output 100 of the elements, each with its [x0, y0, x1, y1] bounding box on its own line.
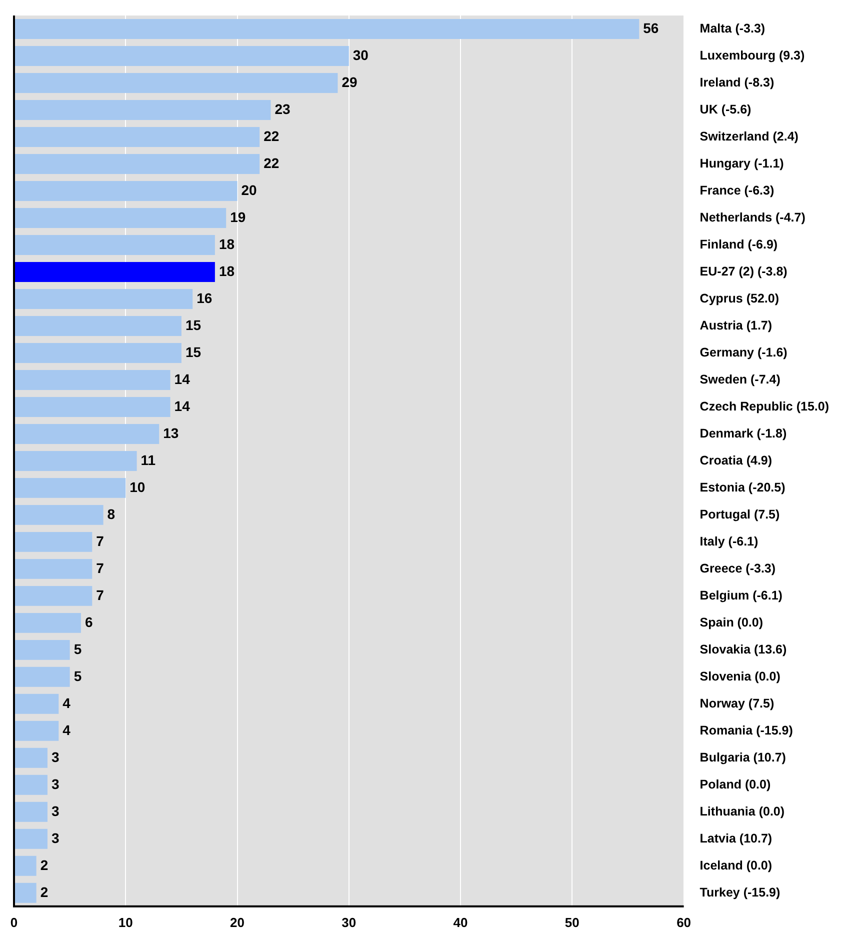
bar [14, 19, 640, 39]
data-label: 15 [185, 344, 202, 360]
data-label: 3 [51, 830, 60, 846]
x-tick-label: 60 [676, 914, 692, 930]
data-label: 10 [130, 478, 146, 495]
bar [14, 478, 126, 498]
bar [14, 424, 160, 444]
y-tick-label: Luxembourg (9.3) [700, 48, 805, 62]
data-label: 3 [51, 776, 60, 792]
y-tick-label: UK (-5.6) [700, 102, 752, 116]
y-tick-label: Bulgaria (10.7) [700, 750, 786, 764]
y-tick-label: Turkey (-15.9) [700, 885, 780, 900]
data-label: 5 [74, 668, 82, 684]
bar [14, 208, 226, 228]
y-tick-label: Germany (-1.6) [700, 345, 788, 360]
bar [14, 558, 92, 579]
data-label: 3 [51, 802, 60, 819]
bar [14, 504, 104, 525]
data-label: 15 [185, 316, 202, 333]
bar [14, 154, 260, 174]
bar [14, 73, 338, 93]
data-label: 6 [84, 614, 93, 630]
y-tick-label: Estonia (-20.5) [700, 480, 786, 494]
y-tick-label: Switzerland (2.4) [700, 129, 798, 144]
bar [14, 450, 137, 471]
y-tick-label: Greece (-3.3) [700, 561, 776, 576]
bar [14, 748, 48, 768]
bar [14, 720, 59, 741]
y-tick-label: Iceland (0.0) [700, 858, 772, 872]
y-tick-label: Denmark (-1.8) [700, 426, 787, 440]
data-label: 23 [274, 100, 291, 117]
data-label: 13 [163, 424, 179, 441]
y-tick-label: Slovenia (0.0) [700, 669, 780, 684]
y-tick-label: EU-27 (2) (-3.8) [700, 264, 788, 278]
x-tick-label: 10 [118, 914, 133, 930]
x-tick-label: 30 [342, 914, 356, 930]
data-label: 19 [230, 208, 246, 225]
y-tick-label: Ireland (-8.3) [700, 75, 774, 90]
bar [14, 180, 238, 201]
x-tick-label: 40 [453, 914, 468, 930]
data-label: 30 [352, 46, 369, 63]
y-tick-label: Romania (-15.9) [700, 723, 793, 738]
data-label: 20 [241, 182, 258, 198]
bar [14, 100, 271, 120]
bar [14, 882, 36, 903]
data-label: 22 [264, 128, 280, 144]
data-label: 4 [62, 694, 71, 711]
y-tick-label: Hungary (-1.1) [700, 156, 784, 170]
bar [14, 532, 92, 552]
y-tick-label: Spain (0.0) [700, 615, 764, 630]
bar [14, 396, 170, 417]
bar [14, 342, 182, 363]
bar [14, 666, 70, 687]
bar [14, 316, 182, 336]
data-label: 14 [174, 370, 190, 387]
bar [14, 802, 48, 822]
y-tick-label: Italy (-6.1) [700, 534, 758, 548]
bar [14, 612, 81, 633]
bar [14, 127, 260, 147]
bar [14, 828, 48, 849]
x-tick-label: 50 [564, 914, 580, 930]
y-tick-label: Austria (1.7) [700, 318, 772, 332]
y-tick-label: Slovakia (13.6) [700, 642, 787, 656]
data-label: 8 [107, 506, 116, 522]
y-tick-label: Czech Republic (15.0) [700, 399, 830, 414]
data-label: 14 [174, 398, 190, 414]
data-label: 2 [40, 884, 48, 900]
y-tick-label: Cyprus (52.0) [700, 291, 780, 306]
data-label: 11 [140, 452, 156, 468]
x-tick-label: 0 [10, 914, 18, 930]
data-label: 7 [96, 532, 104, 549]
bar [14, 856, 36, 876]
bar [14, 46, 349, 66]
data-label: 3 [51, 748, 60, 765]
data-label: 18 [218, 262, 235, 279]
y-tick-label: Finland (-6.9) [700, 237, 778, 252]
y-tick-label: France (-6.3) [700, 183, 774, 198]
bar [14, 586, 92, 606]
y-tick-label: Portugal (7.5) [700, 507, 780, 522]
data-label: 16 [196, 290, 212, 306]
data-label: 7 [96, 586, 104, 603]
y-tick-label: Lithuania (0.0) [700, 804, 785, 818]
data-label: 4 [62, 722, 71, 738]
data-label: 2 [40, 856, 48, 873]
data-label: 29 [342, 74, 358, 90]
data-label: 56 [643, 20, 659, 36]
y-tick-label: Netherlands (-4.7) [700, 210, 806, 224]
data-label: 22 [264, 154, 280, 171]
bar [14, 694, 59, 714]
bar [14, 262, 215, 282]
y-tick-label: Sweden (-7.4) [700, 372, 780, 386]
y-tick-label: Latvia (10.7) [700, 831, 772, 846]
y-tick-label: Malta (-3.3) [700, 21, 766, 36]
bar [14, 288, 193, 309]
bar [14, 234, 215, 255]
y-tick-label: Croatia (4.9) [700, 453, 772, 468]
y-tick-label: Norway (7.5) [700, 696, 774, 710]
bar [14, 640, 70, 660]
y-tick-label: Belgium (-6.1) [700, 588, 782, 602]
data-label: 18 [218, 236, 235, 252]
